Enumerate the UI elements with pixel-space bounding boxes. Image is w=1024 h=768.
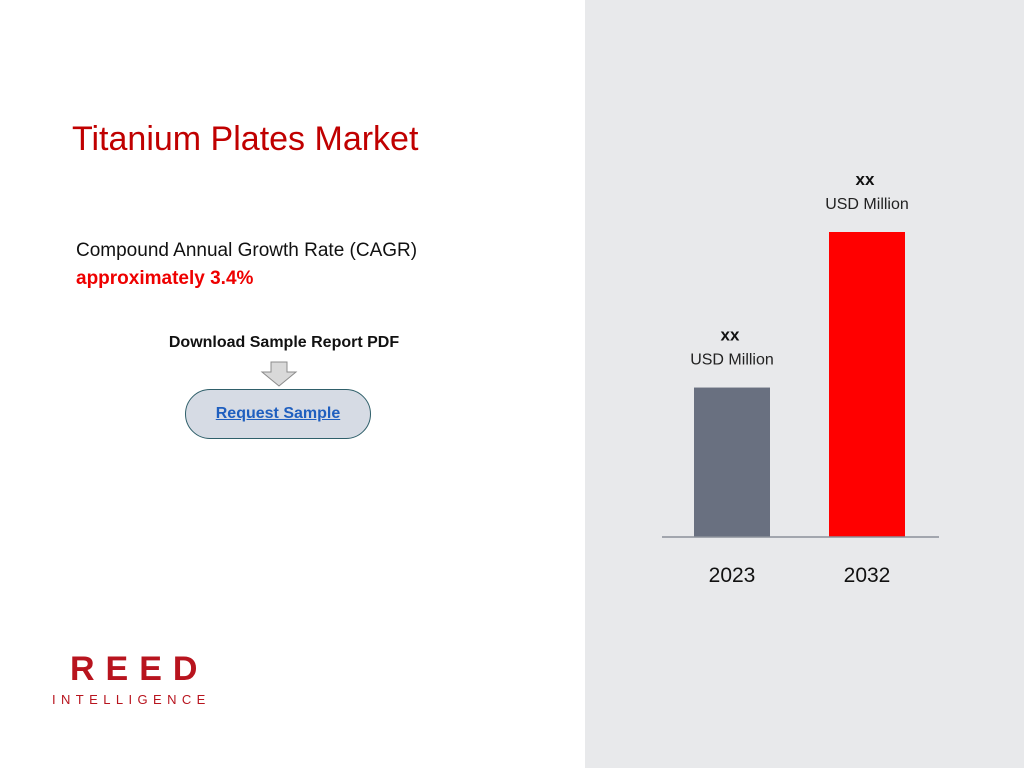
chart-panel — [585, 0, 1024, 768]
request-sample-button[interactable]: Request Sample — [185, 389, 371, 439]
x-tick-label-2023: 2023 — [709, 564, 756, 587]
download-label: Download Sample Report PDF — [168, 334, 400, 351]
reed-intelligence-logo: REED INTELLIGENCE — [52, 652, 222, 707]
data-label-unit-2032: USD Million — [825, 196, 909, 213]
request-sample-link[interactable]: Request Sample — [215, 405, 341, 422]
cagr-value: approximately 3.4% — [76, 268, 254, 289]
logo-word: REED — [70, 650, 209, 688]
down-arrow-icon — [260, 361, 298, 387]
data-label-value-2023: xx — [721, 326, 740, 345]
market-bar-chart: xx USD Million 2023 xx USD Million 2032 — [662, 170, 939, 587]
x-tick-label-2032: 2032 — [844, 564, 891, 587]
bar-2032 — [829, 232, 905, 537]
data-label-value-2032: xx — [856, 170, 875, 189]
cagr-label: Compound Annual Growth Rate (CAGR) — [76, 240, 418, 261]
data-label-unit-2023: USD Million — [690, 352, 774, 369]
logo-subtitle: INTELLIGENCE — [52, 692, 211, 707]
bar-2023 — [694, 387, 770, 537]
page-title: Titanium Plates Market — [72, 120, 419, 158]
